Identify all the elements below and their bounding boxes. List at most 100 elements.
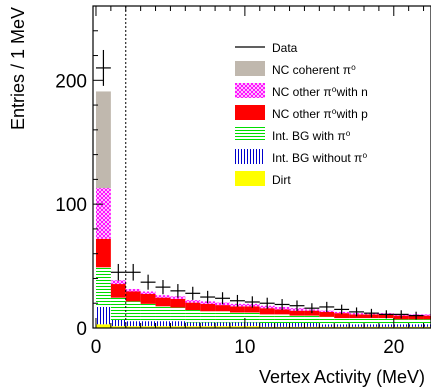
bar-vlines-1-bin-15 <box>319 324 335 327</box>
legend-swatch-1 <box>235 61 265 76</box>
bar-hlines-2-bin-0 <box>95 267 111 307</box>
data-point-1 <box>110 263 126 281</box>
bar-solid-0-bin-13 <box>289 326 305 328</box>
data-point-19 <box>378 310 394 319</box>
bar-solid-3-bin-11 <box>259 308 275 315</box>
bar-solid-3-bin-5 <box>170 298 186 308</box>
legend-label-1: NC coherent π⁰ <box>272 63 356 77</box>
plot-frame <box>92 5 431 329</box>
data-point-20 <box>393 310 409 319</box>
bar-cross-4-bin-2 <box>125 288 141 292</box>
data-point-21 <box>408 311 424 320</box>
bar-vlines-1-bin-8 <box>215 322 230 327</box>
bar-vlines-1-bin-4 <box>155 321 171 327</box>
bar-solid-0-bin-22 <box>423 326 431 328</box>
bar-hlines-2-bin-22 <box>423 319 431 325</box>
bar-vlines-1-bin-5 <box>170 321 186 327</box>
legend-label-4: Int. BG with π⁰ <box>272 129 351 143</box>
bar-solid-0-bin-5 <box>170 326 186 328</box>
bar-solid-0-bin-19 <box>378 326 394 328</box>
data-point-8 <box>215 292 230 305</box>
legend-entry-4: Int. BG with π⁰ <box>235 127 351 143</box>
bar-hlines-2-bin-5 <box>170 307 186 322</box>
y-tick-label-100: 100 <box>55 195 87 216</box>
bar-hlines-2-bin-12 <box>274 314 290 324</box>
data-point-13 <box>289 300 305 311</box>
bar-solid-3-bin-2 <box>125 291 141 302</box>
bar-hlines-2-bin-8 <box>215 311 230 323</box>
bar-solid-0-bin-12 <box>274 326 290 328</box>
bar-solid-0-bin-4 <box>155 326 171 328</box>
bar-vlines-1-bin-6 <box>185 322 201 327</box>
bar-vlines-1-bin-0 <box>95 306 111 325</box>
data-point-16 <box>334 304 350 315</box>
data-point-7 <box>200 290 216 304</box>
bar-solid-3-bin-6 <box>185 302 201 311</box>
bar-hlines-2-bin-11 <box>259 314 275 324</box>
bar-vlines-1-bin-21 <box>408 324 424 327</box>
bar-vlines-1-bin-12 <box>274 323 290 327</box>
bar-solid-0-bin-3 <box>140 326 156 328</box>
bar-hlines-2-bin-21 <box>408 319 424 325</box>
legend-entry-6: Dirt <box>235 171 291 187</box>
bar-hlines-2-bin-14 <box>304 315 320 324</box>
bar-hlines-2-bin-7 <box>200 311 216 323</box>
bar-solid-0-bin-15 <box>319 326 335 328</box>
bar-solid-3-bin-15 <box>319 311 335 317</box>
data-points <box>95 49 424 320</box>
bar-solid-3-bin-9 <box>229 306 245 313</box>
data-point-12 <box>274 299 290 310</box>
y-tick-label-200: 200 <box>55 71 87 92</box>
bar-solid-3-bin-10 <box>244 306 260 313</box>
bar-solid-0-bin-11 <box>259 326 275 328</box>
bar-solid-0-bin-17 <box>349 326 364 328</box>
bar-hlines-2-bin-4 <box>155 306 171 322</box>
legend-label-5: Int. BG without π⁰ <box>272 151 367 165</box>
bar-solid-3-bin-13 <box>289 310 305 316</box>
legend-swatch-5 <box>235 149 265 164</box>
bar-solid-0-bin-16 <box>334 326 350 328</box>
x-tick-label-20: 20 <box>383 337 404 358</box>
data-point-15 <box>319 301 335 313</box>
bar-vlines-1-bin-19 <box>378 324 394 327</box>
y-axis-label: Entries / 1 MeV <box>8 7 28 130</box>
bar-solid-3-bin-1 <box>110 284 126 298</box>
bar-hlines-2-bin-15 <box>319 316 335 325</box>
y-tick-label-0: 0 <box>76 319 87 340</box>
data-point-5 <box>170 284 186 298</box>
data-point-0 <box>95 49 111 86</box>
bar-hlines-2-bin-19 <box>378 318 394 325</box>
bar-solid-0-bin-20 <box>393 326 409 328</box>
legend-swatch-3 <box>235 105 265 120</box>
legend-entry-3: NC other π⁰with p <box>235 105 368 121</box>
legend-label-6: Dirt <box>272 173 291 187</box>
bar-solid-0-bin-18 <box>363 326 379 328</box>
bar-hlines-2-bin-13 <box>289 315 305 324</box>
bar-solid-3-bin-3 <box>140 293 156 304</box>
bar-hlines-2-bin-6 <box>185 310 201 323</box>
bar-cross-4-bin-0 <box>95 188 111 239</box>
x-axis-label: Vertex Activity (MeV) <box>259 367 425 387</box>
bar-vlines-1-bin-14 <box>304 323 320 327</box>
bar-cross-4-bin-4 <box>155 295 171 298</box>
x-tick-label-10: 10 <box>234 337 255 358</box>
legend-entry-2: NC other π⁰with n <box>235 83 368 99</box>
bar-vlines-1-bin-10 <box>244 322 260 327</box>
bar-solid-3-bin-8 <box>215 305 230 312</box>
x-tick-label-0: 0 <box>91 337 102 358</box>
bar-hlines-2-bin-20 <box>393 319 409 325</box>
bar-hlines-2-bin-18 <box>363 318 379 325</box>
bar-cross-4-bin-3 <box>140 291 156 294</box>
bar-vlines-1-bin-7 <box>200 322 216 327</box>
bar-solid-0-bin-10 <box>244 326 260 328</box>
bar-vlines-1-bin-13 <box>289 323 305 327</box>
bar-cross-4-bin-6 <box>185 300 201 303</box>
bar-hlines-2-bin-10 <box>244 312 260 323</box>
data-point-3 <box>140 274 156 290</box>
bar-hlines-2-bin-1 <box>110 297 126 320</box>
data-point-11 <box>259 297 275 309</box>
bar-hlines-2-bin-3 <box>140 303 156 322</box>
bar-solid-0-bin-21 <box>408 326 424 328</box>
